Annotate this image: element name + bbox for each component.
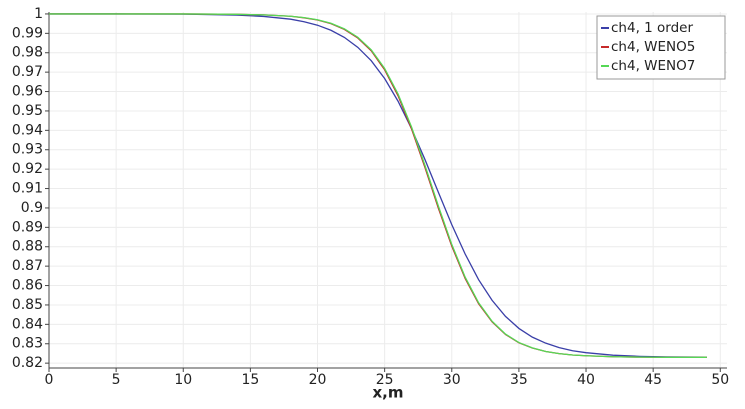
legend-label: ch4, 1 order — [611, 20, 693, 36]
y-tick-label: 0.94 — [12, 122, 43, 138]
legend-label: ch4, WENO7 — [611, 58, 695, 74]
y-tick-label: 0.96 — [12, 84, 43, 100]
y-tick-label: 0.98 — [12, 45, 43, 61]
legend-label: ch4, WENO5 — [611, 39, 695, 55]
x-tick-label: 40 — [577, 372, 595, 388]
x-axis-label: x,m — [372, 384, 403, 402]
y-tick-label: 0.82 — [12, 355, 43, 371]
y-tick-label: 0.99 — [12, 25, 43, 41]
y-tick-label: 0.89 — [12, 219, 43, 235]
series-line — [49, 13, 707, 358]
y-tick-label: 0.84 — [12, 316, 43, 332]
x-tick-label: 15 — [241, 372, 259, 388]
series-line — [49, 13, 707, 358]
y-tick-label: 0.9 — [21, 200, 43, 216]
x-tick-label: 50 — [711, 372, 729, 388]
legend-box — [596, 15, 726, 80]
y-tick-label: 0.91 — [12, 181, 43, 197]
x-tick-label: 25 — [376, 372, 394, 388]
y-tick-label: 0.92 — [12, 161, 43, 177]
x-tick-label: 35 — [510, 372, 528, 388]
y-tick-label: 0.93 — [12, 142, 43, 158]
y-tick-label: 0.88 — [12, 239, 43, 255]
x-tick-label: 5 — [112, 372, 121, 388]
y-tick-label: 0.95 — [12, 103, 43, 119]
x-tick-label: 10 — [174, 372, 192, 388]
y-tick-label: 1 — [34, 6, 43, 22]
y-tick-label: 0.86 — [12, 278, 43, 294]
x-tick-label: 30 — [443, 372, 461, 388]
x-tick-label: 20 — [309, 372, 327, 388]
y-tick-label: 0.97 — [12, 64, 43, 80]
y-tick-label: 0.83 — [12, 336, 43, 352]
x-tick-label: 45 — [644, 372, 662, 388]
y-tick-label: 0.87 — [12, 258, 43, 274]
y-tick-label: 0.85 — [12, 297, 43, 313]
x-tick-label: 0 — [45, 372, 54, 388]
